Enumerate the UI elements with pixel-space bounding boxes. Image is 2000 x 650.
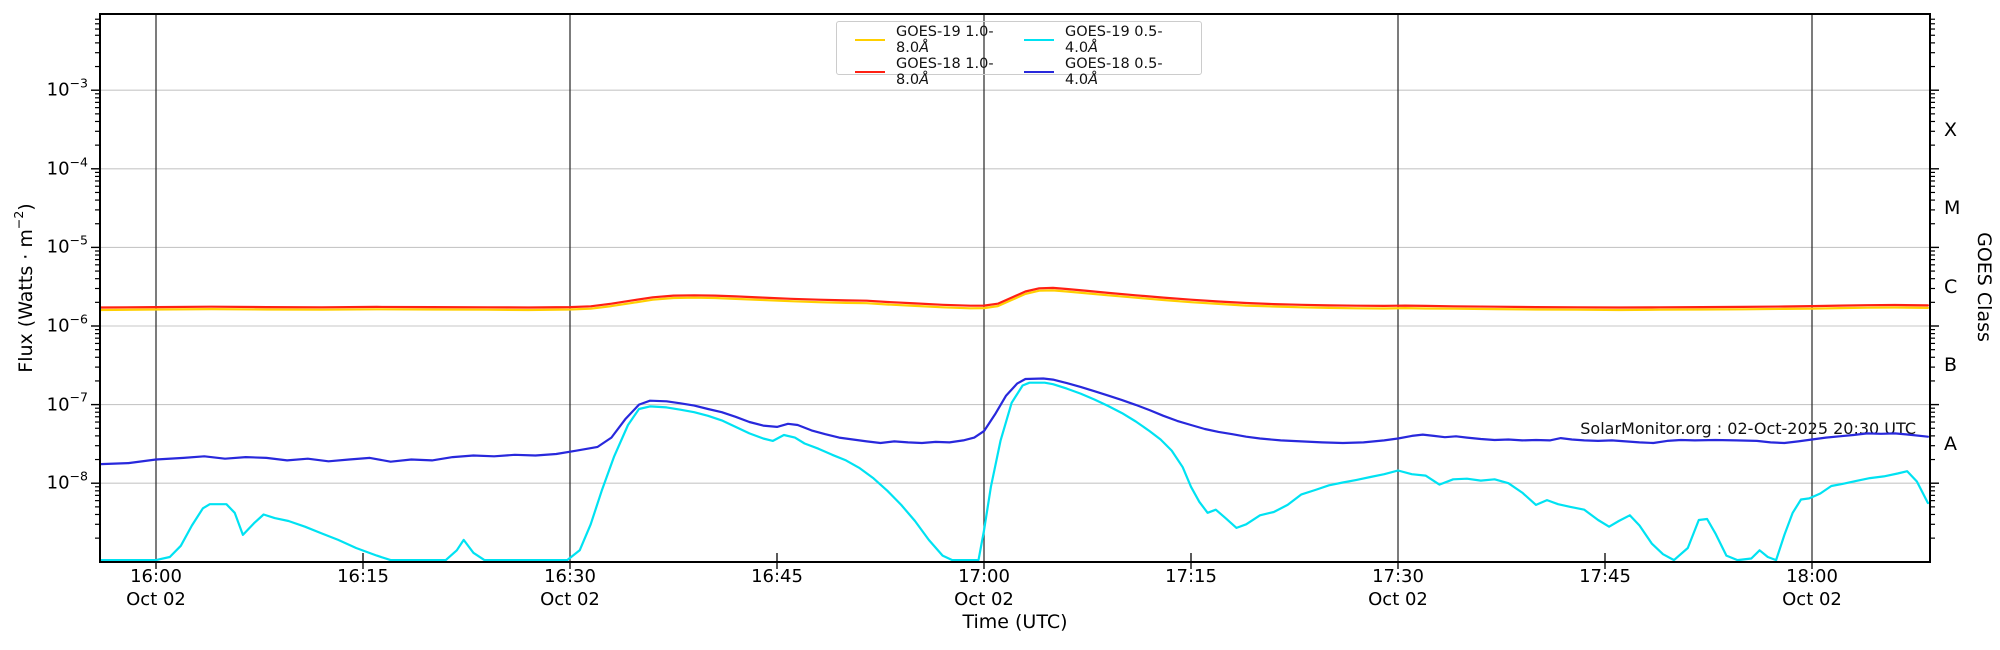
goes-class-label: C xyxy=(1944,275,1958,298)
legend-box: GOES-19 1.0-8.0Å GOES-18 1.0-8.0Å GOES-19 … xyxy=(836,21,1202,88)
series-line xyxy=(99,286,1930,309)
x-tick-sublabel: Oct 02 xyxy=(1782,589,1842,610)
x-tick-label: 17:15 xyxy=(1165,566,1217,587)
y-tick-label: 10−8 xyxy=(46,468,88,494)
y-tick-label: 10−7 xyxy=(46,389,88,416)
legend-label: GOES-19 1.0-8.0Å xyxy=(896,24,994,56)
y-tick-label: 10−6 xyxy=(46,311,88,337)
watermark-annotation: SolarMonitor.org : 02-Oct-2025 20:30 UTC xyxy=(1580,419,1916,438)
legend-line-swatch xyxy=(855,39,885,41)
x-tick-label: 16:15 xyxy=(337,566,389,587)
plot-frame xyxy=(99,13,1931,563)
legend-line-swatch xyxy=(1024,39,1054,41)
x-tick-sublabel: Oct 02 xyxy=(126,589,186,610)
y-axis-label-exponent: −2 xyxy=(11,210,27,230)
goes-class-label: A xyxy=(1944,432,1957,455)
legend-unit-angstrom: Å xyxy=(1088,40,1098,56)
x-tick-sublabel: Oct 02 xyxy=(540,589,600,610)
legend-item: GOES-18 1.0-8.0Å xyxy=(855,56,1024,88)
legend-label: GOES-18 1.0-8.0Å xyxy=(896,56,994,88)
x-tick-label: 16:30 xyxy=(544,566,596,587)
x-tick-label: 16:00 xyxy=(130,566,182,587)
y-axis-label: Flux (Watts · m−2) xyxy=(11,203,37,372)
legend-line-swatch xyxy=(855,71,885,73)
legend-unit-angstrom: Å xyxy=(1088,72,1098,88)
series-line xyxy=(99,289,1930,312)
legend-item: GOES-19 0.5-4.0Å xyxy=(1024,24,1193,56)
y-tick-label: 10−3 xyxy=(46,75,88,101)
legend-unit-angstrom: Å xyxy=(919,72,929,88)
x-tick-label: 16:45 xyxy=(751,566,803,587)
legend-label: GOES-18 0.5-4.0Å xyxy=(1065,56,1163,88)
legend-label: GOES-19 0.5-4.0Å xyxy=(1065,24,1163,56)
x-tick-label: 17:30 xyxy=(1372,566,1424,587)
x-tick-label: 17:45 xyxy=(1579,566,1631,587)
goes-class-label: M xyxy=(1944,197,1961,220)
legend-item: GOES-19 1.0-8.0Å xyxy=(855,24,1024,56)
y-tick-label: 10−4 xyxy=(46,154,88,180)
x-tick-sublabel: Oct 02 xyxy=(954,589,1014,610)
series-line xyxy=(99,377,1930,466)
y-tick-label: 10−5 xyxy=(46,232,88,258)
y-axis-label-suffix: ) xyxy=(15,203,37,211)
x-tick-label: 18:00 xyxy=(1786,566,1838,587)
right-axis-label: GOES Class xyxy=(1973,232,1995,342)
goes-class-label: X xyxy=(1944,118,1958,141)
x-axis-label: Time (UTC) xyxy=(962,611,1068,633)
goes-class-label: B xyxy=(1944,354,1958,377)
legend-item: GOES-18 0.5-4.0Å xyxy=(1024,56,1193,88)
x-tick-label: 17:00 xyxy=(958,566,1010,587)
legend-line-swatch xyxy=(1024,71,1054,73)
x-tick-sublabel: Oct 02 xyxy=(1368,589,1428,610)
series-line xyxy=(99,381,1930,562)
legend-unit-angstrom: Å xyxy=(919,40,929,56)
